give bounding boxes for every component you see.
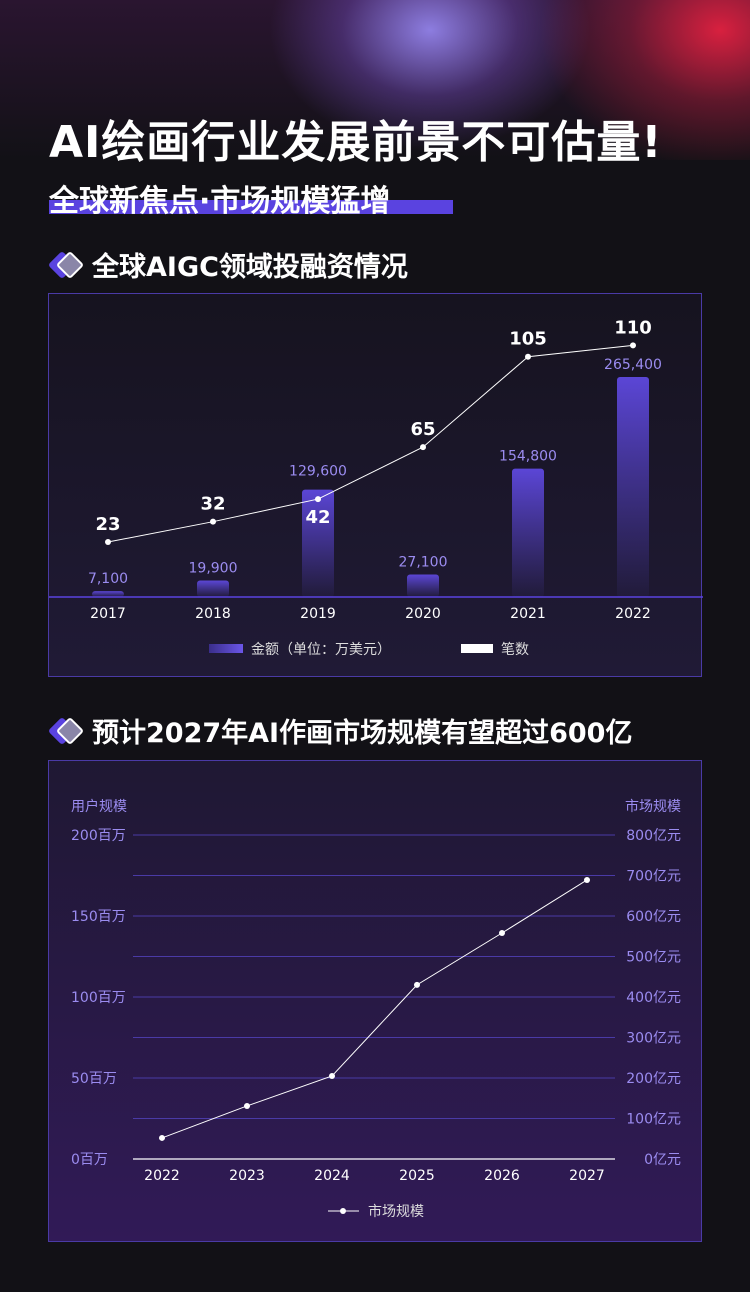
- y-left-tick: 150百万: [71, 909, 126, 925]
- section-heading-1: 全球AIGC领域投融资情况: [47, 245, 408, 284]
- count-point: [315, 496, 321, 503]
- y-right-tick: 300亿元: [626, 1031, 681, 1047]
- legend-marker: [340, 1208, 346, 1214]
- y-left-tick: 100百万: [71, 990, 126, 1006]
- x-tick-label: 2017: [90, 606, 126, 622]
- page-subtitle: 全球新焦点·市场规模猛增: [49, 184, 391, 219]
- market-point: [159, 1134, 165, 1141]
- y-right-tick: 500亿元: [626, 950, 681, 966]
- x-tick-label: 2025: [399, 1168, 435, 1184]
- legend-label: 市场规模: [368, 1203, 424, 1220]
- market-point: [584, 876, 590, 883]
- y-right-tick: 600亿元: [626, 909, 681, 925]
- chart1-svg: 7,100 2017 19,900 2018 129,600 2019 27,100 2020…: [49, 317, 703, 658]
- market-point: [329, 1072, 335, 1079]
- count-point: [525, 353, 531, 360]
- x-tick-label: 2027: [569, 1168, 605, 1184]
- bar: [197, 580, 229, 597]
- legend-label-amount: 金额（单位：万美元）: [251, 642, 391, 658]
- bar-label: 19,900: [189, 561, 238, 577]
- subtitle-highlight: [49, 200, 453, 214]
- count-label: 65: [410, 419, 435, 440]
- market-line: [161, 879, 588, 1139]
- bar-label: 27,100: [399, 555, 448, 571]
- y-left-tick: 200百万: [71, 828, 126, 844]
- bar-label: 265,400: [604, 357, 662, 373]
- y-right-tick: 800亿元: [626, 828, 681, 844]
- chart1-title: 全球AIGC领域投融资情况: [92, 252, 408, 283]
- bar-label: 129,600: [289, 464, 347, 480]
- section-heading-2: 预计2027年AI作画市场规模有望超过600亿: [47, 711, 633, 750]
- x-tick-label: 2026: [484, 1168, 520, 1184]
- y-left-label: 用户规模: [71, 798, 127, 815]
- y-left-tick: 0百万: [71, 1152, 108, 1168]
- market-point: [414, 981, 420, 988]
- bar-label: 154,800: [499, 449, 557, 465]
- count-point: [630, 342, 636, 349]
- chart1-panel: 7,100 2017 19,900 2018 129,600 2019 27,100 2020…: [48, 293, 703, 677]
- y-right-label: 市场规模: [625, 798, 681, 815]
- legend-label-count: 笔数: [501, 642, 529, 658]
- count-label: 105: [509, 329, 547, 350]
- count-point: [105, 539, 111, 546]
- count-label: 110: [614, 317, 652, 338]
- x-tick-label: 2019: [300, 606, 336, 622]
- bar: [92, 591, 124, 597]
- y-right-tick: 100亿元: [626, 1112, 681, 1128]
- count-point: [420, 444, 426, 451]
- page-title: AI绘画行业发展前景不可估量!: [49, 117, 663, 168]
- y-right-tick: 0亿元: [644, 1152, 681, 1168]
- bar: [302, 489, 334, 597]
- legend-swatch-count: [461, 644, 493, 653]
- hero-image: [0, 0, 750, 160]
- bar: [512, 468, 544, 597]
- count-label: 32: [200, 494, 225, 515]
- x-tick-label: 2022: [144, 1168, 180, 1184]
- diamond-icon: [47, 250, 85, 279]
- count-label: 23: [95, 514, 120, 535]
- market-point: [244, 1102, 250, 1109]
- market-point: [499, 930, 505, 937]
- y-left-tick: 50百万: [71, 1071, 117, 1087]
- x-tick-label: 2021: [510, 606, 546, 622]
- y-right-tick: 700亿元: [626, 869, 681, 885]
- legend-swatch-amount: [209, 644, 243, 653]
- bar: [617, 377, 649, 597]
- chart2-title: 预计2027年AI作画市场规模有望超过600亿: [92, 718, 633, 749]
- count-label: 42: [305, 507, 330, 528]
- chart2-svg: 0亿元 100亿元 200亿元 300亿元 400亿元 500亿元 600亿元 700亿元 80…: [71, 798, 681, 1220]
- x-tick-label: 2024: [314, 1168, 350, 1184]
- x-tick-label: 2018: [195, 606, 231, 622]
- y-right-tick: 400亿元: [626, 990, 681, 1006]
- chart2-panel: 0亿元 100亿元 200亿元 300亿元 400亿元 500亿元 600亿元 700亿元 80…: [48, 760, 702, 1242]
- x-tick-label: 2023: [229, 1168, 265, 1184]
- diamond-icon: [47, 716, 85, 745]
- x-tick-label: 2022: [615, 606, 651, 622]
- count-line: [107, 344, 634, 543]
- count-point: [210, 518, 216, 525]
- bar-label: 7,100: [88, 571, 128, 587]
- y-right-tick: 200亿元: [626, 1071, 681, 1087]
- bar: [407, 574, 439, 597]
- x-tick-label: 2020: [405, 606, 441, 622]
